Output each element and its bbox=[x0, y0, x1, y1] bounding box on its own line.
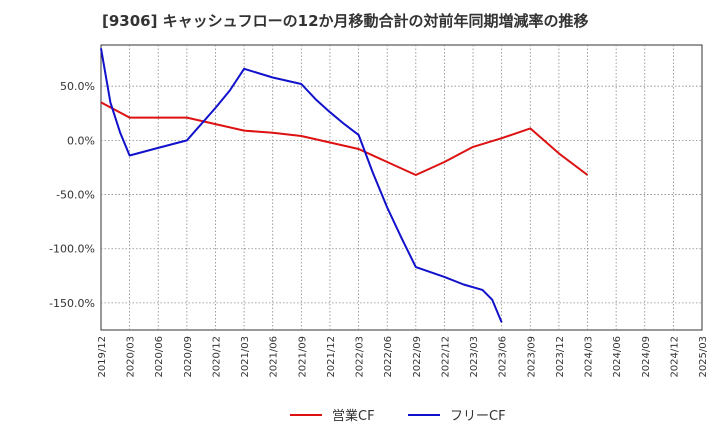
x-tick-label: 2023/09 bbox=[526, 336, 537, 378]
x-tick-label: 2021/03 bbox=[240, 336, 251, 378]
x-tick-label: 2020/03 bbox=[126, 336, 137, 378]
x-tick-label: 2022/06 bbox=[383, 336, 394, 378]
y-tick-label: -150.0% bbox=[49, 297, 95, 310]
x-tick-label: 2020/09 bbox=[183, 336, 194, 378]
x-axis-ticks: 2019/12 2020/03 2020/06 2020/09 2020/12 2021/… bbox=[97, 336, 709, 378]
legend-label: フリーCF bbox=[450, 409, 506, 424]
y-tick-label: -50.0% bbox=[56, 189, 95, 202]
x-tick-label: 2023/12 bbox=[555, 336, 566, 378]
y-tick-label: 50.0% bbox=[60, 80, 95, 93]
x-tick-label: 2024/06 bbox=[612, 336, 623, 378]
series-line-operating-cf bbox=[100, 101, 589, 176]
x-tick-label: 2024/03 bbox=[584, 336, 595, 378]
x-tick-label: 2024/12 bbox=[669, 336, 680, 378]
x-tick-label: 2024/09 bbox=[641, 336, 652, 378]
y-tick-label: 0.0% bbox=[67, 134, 95, 147]
x-tick-label: 2022/09 bbox=[412, 336, 423, 378]
y-tick-label: -100.0% bbox=[49, 243, 95, 256]
x-tick-label: 2023/06 bbox=[498, 336, 509, 378]
x-tick-label: 2025/03 bbox=[698, 336, 709, 378]
x-tick-label: 2020/12 bbox=[211, 336, 222, 378]
chart-title: [9306] キャッシュフローの12か月移動合計の対前年同期増減率の推移 bbox=[102, 12, 589, 30]
x-tick-label: 2020/06 bbox=[154, 336, 165, 378]
legend-label: 営業CF bbox=[332, 408, 375, 424]
y-axis-ticks: 50.0% 0.0% -50.0% -100.0% -150.0% bbox=[49, 80, 95, 310]
legend: 営業CF フリーCF bbox=[290, 408, 506, 424]
x-tick-label: 2023/03 bbox=[469, 336, 480, 378]
grid-lines bbox=[101, 45, 702, 330]
x-tick-label: 2021/06 bbox=[269, 336, 280, 378]
series-group bbox=[100, 48, 589, 323]
series-line-free-cf bbox=[100, 48, 503, 323]
x-tick-label: 2019/12 bbox=[97, 336, 108, 378]
x-tick-label: 2021/12 bbox=[326, 336, 337, 378]
x-tick-label: 2021/09 bbox=[297, 336, 308, 378]
x-tick-label: 2022/03 bbox=[355, 336, 366, 378]
x-tick-label: 2022/12 bbox=[440, 336, 451, 378]
plot-area bbox=[100, 44, 703, 331]
